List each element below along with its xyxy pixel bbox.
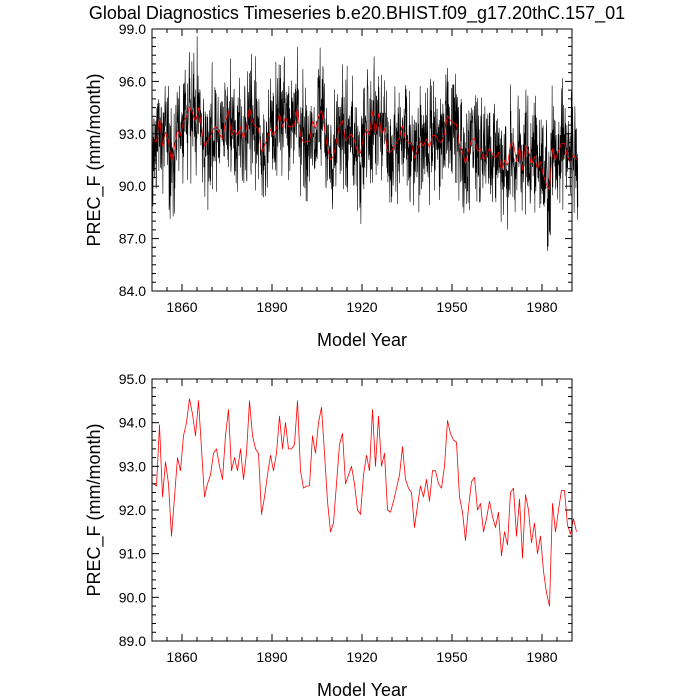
top-x-tick-label: 1980	[526, 299, 557, 315]
top-x-tick-label: 1920	[346, 299, 377, 315]
top-y-tick-label: 87.0	[119, 231, 146, 247]
bottom-x-tick-label: 1860	[166, 649, 197, 665]
figure-title: Global Diagnostics Timeseries b.e20.BHIS…	[89, 3, 625, 24]
bottom-y-axis-label: PREC_F (mm/month)	[84, 423, 105, 596]
top-x-tick-label: 1950	[436, 299, 467, 315]
bottom-x-tick-label: 1890	[256, 649, 287, 665]
bottom-y-tick-label: 91.0	[119, 546, 146, 562]
top-x-tick-label: 1890	[256, 299, 287, 315]
top-series-monthly	[151, 36, 579, 252]
bottom-y-tick-label: 90.0	[119, 589, 146, 605]
top-axes-layer: 1860 1890 1920 1950 1980 84.0 87.0 90.0 93.0 96.0…	[119, 21, 573, 315]
bottom-y-tick-label: 95.0	[119, 371, 146, 387]
top-y-tick-label: 93.0	[119, 126, 146, 142]
bottom-y-tick-label: 92.0	[119, 502, 146, 518]
top-panel: 1860 1890 1920 1950 1980 84.0 87.0 90.0 93.0 96.0…	[84, 21, 579, 350]
bottom-series-layer	[153, 398, 577, 607]
bottom-y-tick-label: 89.0	[119, 633, 146, 649]
bottom-x-tick-label: 1920	[346, 649, 377, 665]
bottom-axes-layer: 1860 1890 1920 1950 1980 89.0 90.0 91.0 92.0 93.0…	[119, 371, 573, 665]
top-y-tick-label: 84.0	[119, 283, 146, 299]
bottom-y-tick-label: 93.0	[119, 458, 146, 474]
top-y-tick-label: 99.0	[119, 21, 146, 37]
bottom-x-tick-label: 1980	[526, 649, 557, 665]
bottom-x-tick-label: 1950	[436, 649, 467, 665]
bottom-series-annual	[153, 398, 577, 607]
top-series-layer	[151, 36, 579, 252]
bottom-panel: 1860 1890 1920 1950 1980 89.0 90.0 91.0 92.0 93.0…	[84, 371, 577, 700]
top-series-annual	[153, 106, 577, 191]
bottom-x-axis-label: Model Year	[317, 680, 407, 700]
top-y-tick-label: 90.0	[119, 178, 146, 194]
top-x-tick-label: 1860	[166, 299, 197, 315]
top-y-tick-label: 96.0	[119, 73, 146, 89]
bottom-plot-frame	[151, 378, 573, 642]
top-y-axis-label: PREC_F (mm/month)	[84, 73, 105, 246]
bottom-y-tick-label: 94.0	[119, 415, 146, 431]
top-x-axis-label: Model Year	[317, 330, 407, 350]
